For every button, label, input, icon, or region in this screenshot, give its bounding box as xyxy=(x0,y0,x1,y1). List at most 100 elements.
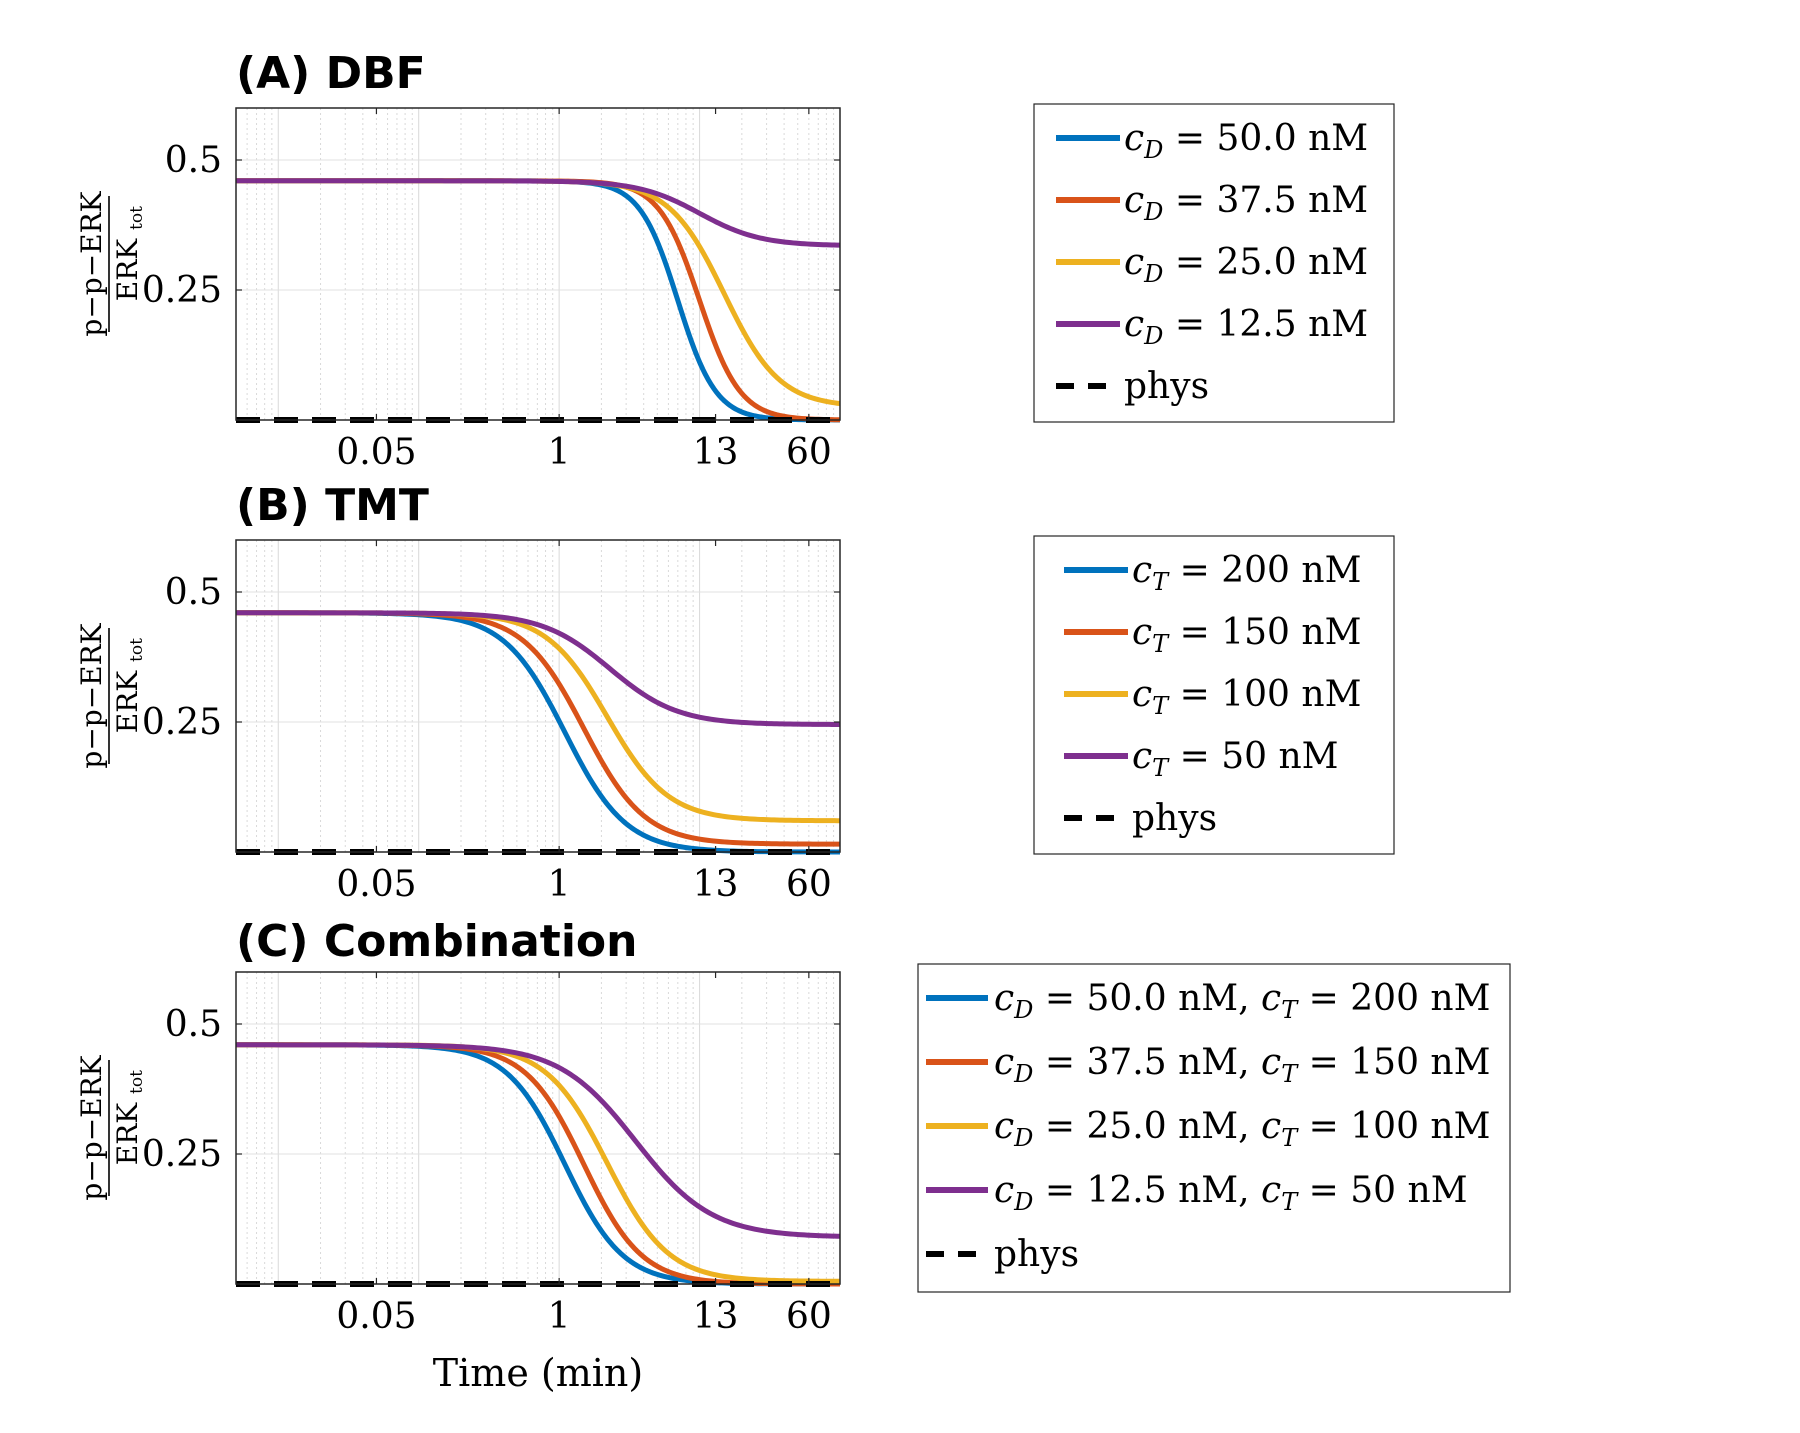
legend-var2: c xyxy=(1261,1106,1281,1147)
axes-frame xyxy=(235,107,841,421)
legend-sub: D xyxy=(1143,136,1163,164)
y-label-numerator: p−p−ERK xyxy=(75,190,108,336)
legend-text: phys xyxy=(994,1234,1079,1275)
legend-entry-3: cD = 12.5 nM, cT = 50 nM xyxy=(926,1170,1468,1216)
legend-label: cD = 50.0 nM, cT = 200 nM xyxy=(994,978,1490,1024)
legend-var: c xyxy=(1124,242,1144,283)
legend-label: cD = 25.0 nM, cT = 100 nM xyxy=(994,1106,1490,1152)
legend-var: c xyxy=(994,978,1014,1019)
legend-text: = 200 nM xyxy=(1168,550,1361,591)
legend-var: c xyxy=(1132,550,1152,591)
y-axis-label: p−p−ERK ERK tot xyxy=(75,622,147,768)
legend-sub: D xyxy=(1143,260,1163,288)
legend-var: c xyxy=(1132,736,1152,777)
legend-sub: T xyxy=(1152,754,1170,782)
y-label-denominator: ERK xyxy=(111,238,144,302)
y-label-denominator-sub: tot xyxy=(127,206,147,230)
legend-box xyxy=(917,963,1511,1293)
legend-entry-3: cT = 50 nM xyxy=(1064,736,1339,782)
legend-var2: c xyxy=(1261,1042,1281,1083)
y-tick-label: 0.5 xyxy=(165,572,222,613)
legend-sub: D xyxy=(1013,1124,1033,1152)
legend-text: phys xyxy=(1124,366,1209,407)
legend-text: = 12.5 nM xyxy=(1163,304,1368,345)
legend-text: = 12.5 nM, xyxy=(1033,1170,1261,1211)
x-tick-label: 60 xyxy=(786,1296,832,1337)
legend-entry-0: cT = 200 nM xyxy=(1064,550,1361,596)
legend-sub2: T xyxy=(1281,996,1299,1024)
legend-var: c xyxy=(994,1042,1014,1083)
legend-text: = 37.5 nM, xyxy=(1033,1042,1261,1083)
panel-title: (B) TMT xyxy=(236,480,429,531)
y-tick-label: 0.25 xyxy=(142,270,222,311)
legend-text: phys xyxy=(1132,798,1217,839)
x-tick-label: 13 xyxy=(693,1296,739,1337)
legend-label: cT = 150 nM xyxy=(1132,612,1361,658)
legend-var: c xyxy=(994,1106,1014,1147)
panel-title: (A) DBF xyxy=(236,48,426,99)
series-line-3 xyxy=(236,610,840,727)
legend-entry-1: cD = 37.5 nM, cT = 150 nM xyxy=(926,1042,1490,1088)
legend-sub: T xyxy=(1152,568,1170,596)
y-label-denominator-sub: tot xyxy=(127,638,147,662)
legend-label: cD = 12.5 nM, cT = 50 nM xyxy=(994,1170,1468,1216)
plot-area xyxy=(236,540,840,852)
legend-var: c xyxy=(994,1170,1014,1211)
legend-entry-0: cD = 50.0 nM, cT = 200 nM xyxy=(926,978,1490,1024)
legend-var: c xyxy=(1124,180,1144,221)
series-line-3 xyxy=(236,1042,840,1239)
legend-entry-2: cT = 100 nM xyxy=(1064,674,1361,720)
axes-frame xyxy=(235,971,841,1285)
y-label-numerator: p−p−ERK xyxy=(75,1054,108,1200)
x-tick-label: 1 xyxy=(548,432,571,473)
legend-label: cD = 25.0 nM xyxy=(1124,242,1368,288)
panel-title: (C) Combination xyxy=(236,916,637,967)
legend-entry-4: phys xyxy=(1064,798,1217,839)
legend-sub: D xyxy=(1143,322,1163,350)
y-tick-label: 0.5 xyxy=(165,1004,222,1045)
legend-text: = 25.0 nM, xyxy=(1033,1106,1261,1147)
legend-label: cT = 100 nM xyxy=(1132,674,1361,720)
legend-var2: c xyxy=(1261,1170,1281,1211)
legend-sub2: T xyxy=(1281,1060,1299,1088)
legend-text2: = 150 nM xyxy=(1297,1042,1490,1083)
legend-sub2: T xyxy=(1281,1188,1299,1216)
legend-sub: D xyxy=(1013,1060,1033,1088)
legend-var: c xyxy=(1124,118,1144,159)
y-tick-label: 0.25 xyxy=(142,702,222,743)
legend-text2: = 50 nM xyxy=(1297,1170,1467,1211)
x-tick-label: 0.05 xyxy=(336,864,416,905)
legend-var: c xyxy=(1132,674,1152,715)
legend-label: cD = 37.5 nM xyxy=(1124,180,1368,226)
x-axis-label: Time (min) xyxy=(433,1351,643,1395)
legend-var: c xyxy=(1124,304,1144,345)
y-axis-label: p−p−ERK ERK tot xyxy=(75,190,147,336)
legend-text: = 37.5 nM xyxy=(1163,180,1368,221)
axes-frame xyxy=(235,539,841,853)
legend-entry-4: phys xyxy=(1056,366,1209,407)
legend-text: = 100 nM xyxy=(1168,674,1361,715)
legend-sub: D xyxy=(1143,198,1163,226)
legend-label: cT = 50 nM xyxy=(1132,736,1339,782)
grid xyxy=(236,108,840,420)
legend-label: cT = 200 nM xyxy=(1132,550,1361,596)
legend-entry-2: cD = 25.0 nM xyxy=(1056,242,1368,288)
legend-sub: T xyxy=(1152,630,1170,658)
legend-entry-1: cD = 37.5 nM xyxy=(1056,180,1368,226)
legend-entry-4: phys xyxy=(926,1234,1079,1275)
legend-label: cD = 12.5 nM xyxy=(1124,304,1368,350)
legend-var2: c xyxy=(1261,978,1281,1019)
x-tick-label: 1 xyxy=(548,864,571,905)
legend-label: cD = 37.5 nM, cT = 150 nM xyxy=(994,1042,1490,1088)
x-tick-label: 1 xyxy=(548,1296,571,1337)
legend-text: = 50 nM xyxy=(1168,736,1338,777)
legend-text: = 150 nM xyxy=(1168,612,1361,653)
legend-entry-2: cD = 25.0 nM, cT = 100 nM xyxy=(926,1106,1490,1152)
y-label-denominator-sub: tot xyxy=(127,1070,147,1094)
legend-entry-1: cT = 150 nM xyxy=(1064,612,1361,658)
